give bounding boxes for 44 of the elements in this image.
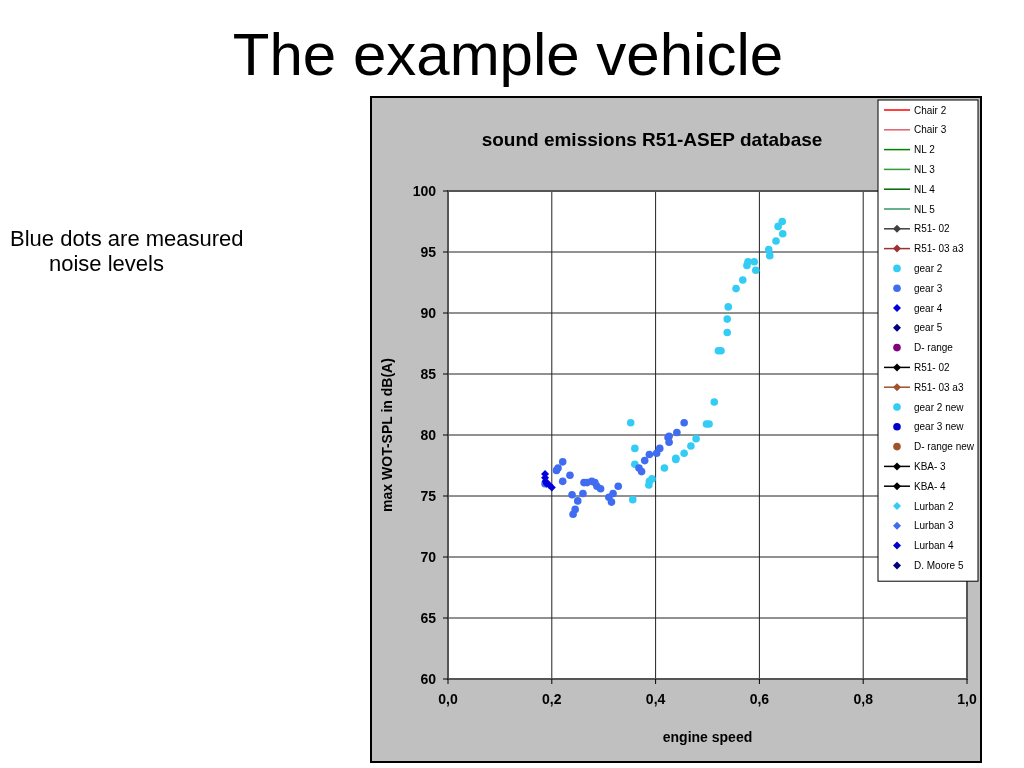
legend-label: gear 3 — [914, 282, 943, 294]
y-tick-label: 90 — [420, 305, 437, 321]
legend-label: Lurban 4 — [914, 540, 954, 552]
legend-label: gear 2 new — [914, 401, 965, 413]
legend-label: R51- 03 a3 — [914, 381, 964, 393]
x-tick-label: 0,0 — [438, 691, 458, 707]
legend-label: Lurban 3 — [914, 520, 954, 532]
legend-label: NL 5 — [914, 203, 936, 215]
x-tick-label: 0,2 — [542, 691, 562, 707]
legend-label: NL 2 — [914, 144, 936, 156]
x-tick-label: 0,8 — [853, 691, 874, 707]
legend-label: gear 3 new — [914, 421, 965, 433]
legend-label: KBA- 3 — [914, 460, 947, 472]
chart-subtitle: sound emissions R51-ASEP database — [481, 129, 823, 150]
y-tick-label: 65 — [420, 610, 437, 626]
legend-label: Chair 3 — [914, 124, 947, 136]
text: Blue dots are measured noise levels — [10, 226, 244, 276]
x-tick-label: 0,4 — [645, 691, 666, 707]
legend-label: R51- 02 — [914, 223, 951, 235]
legend-label: NL 3 — [914, 163, 936, 175]
y-axis-title: max WOT-SPL in dB(A) — [379, 358, 395, 512]
legend-label: D- range new — [914, 441, 975, 453]
y-tick-label: 85 — [420, 366, 437, 382]
y-tick-label: 70 — [420, 549, 437, 565]
y-tick-label: 75 — [420, 488, 437, 504]
legend-label: KBA- 4 — [914, 480, 947, 492]
x-tick-label: 1,0 — [957, 691, 977, 707]
y-tick-label: 95 — [420, 244, 437, 260]
legend-label: R51- 03 a3 — [914, 243, 964, 255]
y-tick-label: 60 — [420, 671, 437, 687]
legend-label: gear 5 — [914, 322, 943, 334]
legend-label: D- range — [914, 342, 954, 354]
legend-label: D. Moore 5 — [914, 559, 964, 571]
chart-title: The example vehicle — [232, 21, 784, 88]
x-tick-label: 0,6 — [749, 691, 770, 707]
y-tick-label: 80 — [420, 427, 437, 443]
legend-label: Lurban 2 — [914, 500, 954, 512]
legend-label: NL 4 — [914, 183, 936, 195]
legend-label: gear 2 — [914, 262, 943, 274]
y-tick-label: 100 — [412, 183, 437, 199]
legend-label: gear 4 — [914, 302, 943, 314]
legend-label: Chair 2 — [914, 104, 947, 116]
legend-label: R51- 02 — [914, 361, 951, 373]
x-axis-title: engine speed — [662, 729, 753, 745]
